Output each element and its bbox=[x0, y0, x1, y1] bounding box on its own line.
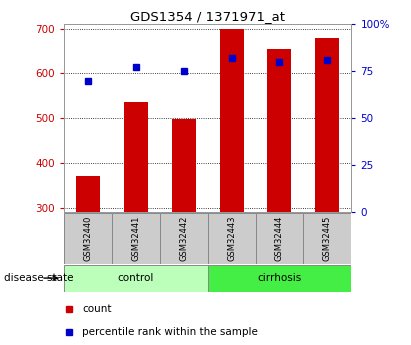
Bar bbox=[64, 265, 208, 292]
Bar bbox=[268, 49, 291, 212]
Text: GSM32443: GSM32443 bbox=[227, 216, 236, 261]
Bar bbox=[124, 102, 148, 212]
Text: GSM32444: GSM32444 bbox=[275, 216, 284, 261]
Text: GSM32445: GSM32445 bbox=[323, 216, 332, 261]
Bar bbox=[256, 213, 303, 264]
Text: GSM32440: GSM32440 bbox=[83, 216, 92, 261]
Text: cirrhosis: cirrhosis bbox=[257, 273, 302, 283]
Text: percentile rank within the sample: percentile rank within the sample bbox=[82, 327, 258, 337]
Bar bbox=[208, 265, 351, 292]
Bar bbox=[112, 213, 159, 264]
Bar bbox=[172, 119, 196, 212]
Text: control: control bbox=[118, 273, 154, 283]
Bar bbox=[208, 213, 256, 264]
Bar bbox=[303, 213, 351, 264]
Text: GSM32441: GSM32441 bbox=[131, 216, 140, 261]
Bar bbox=[219, 29, 243, 212]
Bar bbox=[159, 213, 208, 264]
Text: GSM32442: GSM32442 bbox=[179, 216, 188, 261]
Bar bbox=[315, 38, 339, 212]
Bar bbox=[76, 176, 100, 212]
Text: count: count bbox=[82, 304, 112, 314]
Title: GDS1354 / 1371971_at: GDS1354 / 1371971_at bbox=[130, 10, 285, 23]
Bar bbox=[64, 213, 112, 264]
Text: disease state: disease state bbox=[4, 273, 74, 283]
